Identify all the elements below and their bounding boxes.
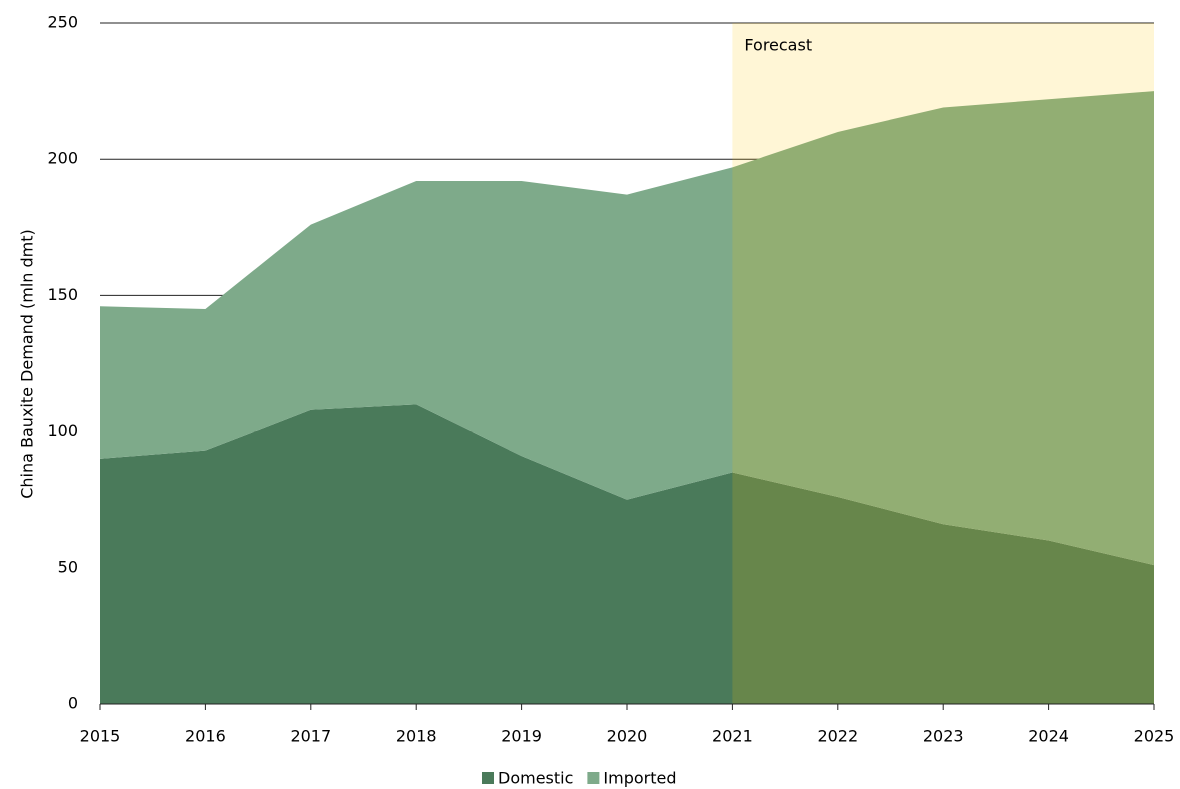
x-tick-label: 2025 — [1134, 727, 1175, 746]
x-tick-label: 2019 — [501, 727, 542, 746]
x-tick-label: 2024 — [1028, 727, 1069, 746]
forecast-label: Forecast — [744, 36, 812, 55]
x-tick-label: 2015 — [80, 727, 121, 746]
y-tick-label: 200 — [47, 149, 78, 168]
area — [100, 404, 1154, 704]
x-tick-label: 2017 — [290, 727, 331, 746]
forecast-region — [732, 23, 1154, 704]
y-tick-label: 250 — [47, 13, 78, 32]
y-tick-label: 50 — [58, 557, 78, 576]
x-tick-label: 2016 — [185, 727, 226, 746]
x-tick-label: 2018 — [396, 727, 437, 746]
x-tick-label: 2020 — [607, 727, 648, 746]
y-axis-label: China Bauxite Demand (mln dmt) — [18, 229, 37, 499]
legend-swatch — [587, 772, 600, 784]
area — [100, 91, 1154, 566]
x-tick-label: 2023 — [923, 727, 964, 746]
y-tick-label: 100 — [47, 421, 78, 440]
x-tick-label: 2022 — [817, 727, 858, 746]
y-tick-label: 0 — [68, 694, 78, 713]
legend-label: Domestic — [498, 769, 573, 788]
legend-label: Imported — [603, 769, 676, 788]
y-tick-label: 150 — [47, 285, 78, 304]
legend-swatch — [482, 772, 494, 784]
x-tick-label: 2021 — [712, 727, 753, 746]
